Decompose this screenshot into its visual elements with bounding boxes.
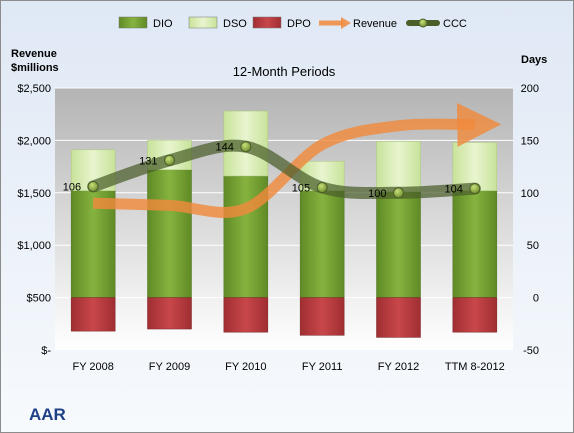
right-tick-label: -50	[523, 345, 539, 357]
bar-dpo	[376, 297, 421, 338]
right-tick-label: 200	[521, 83, 539, 95]
right-tick-label: 50	[527, 240, 539, 252]
left-tick-label: $2,000	[17, 135, 51, 147]
revenue-arrow	[93, 102, 502, 218]
x-category-label: FY 2009	[149, 361, 190, 373]
legend-label-dpo: DPO	[287, 18, 311, 30]
left-axis-label-line2: $millions	[11, 62, 59, 74]
right-tick-label: 100	[521, 188, 539, 200]
ccc-data-label: 106	[63, 182, 81, 194]
bar-dpo	[147, 297, 192, 330]
left-tick-label: $2,500	[17, 83, 51, 95]
ccc-line	[87, 139, 481, 200]
gridlines	[55, 87, 513, 299]
legend-swatch-dso	[188, 16, 218, 29]
bar-dio	[299, 190, 345, 298]
bar-dio	[452, 190, 498, 298]
legend-marker-ccc	[418, 18, 428, 28]
x-category-label: FY 2010	[225, 361, 266, 373]
ccc-data-label: 100	[368, 188, 386, 200]
ccc-data-label: 131	[139, 155, 157, 167]
x-category-label: FY 2008	[72, 361, 113, 373]
legend-arrowhead-revenue	[341, 17, 351, 29]
ccc-point	[469, 183, 481, 195]
x-axis-categories: FY 2008 FY 2009 FY 2010 FY 2011 FY 2012 TTM 8…	[72, 361, 504, 373]
ccc-point	[164, 154, 175, 166]
legend-label-ccc: CCC	[443, 18, 467, 30]
left-tick-label: $1,000	[17, 240, 51, 252]
legend-swatch-dpo	[252, 16, 282, 29]
bar-dpo	[223, 297, 269, 333]
ccc-point	[87, 181, 99, 193]
left-axis-label-line1: Revenue	[11, 48, 57, 60]
legend: DIO DSO DPO Revenue CCC	[118, 16, 467, 30]
bar-dio	[147, 169, 192, 298]
ccc-data-label: 104	[444, 184, 462, 196]
left-tick-label: $500	[27, 293, 51, 305]
right-tick-label: 0	[533, 293, 539, 305]
left-tick-label: $-	[41, 345, 51, 357]
ccc-point	[393, 187, 404, 199]
left-axis-ticks: $- $500 $1,000 $1,500 $2,000 $2,500	[17, 83, 51, 357]
x-category-label: FY 2011	[302, 361, 343, 373]
ccc-point	[240, 141, 252, 153]
x-category-label: TTM 8-2012	[445, 361, 505, 373]
bar-dio	[376, 191, 421, 298]
bar-dpo	[452, 297, 498, 333]
ccc-point	[316, 182, 328, 194]
bar-dso	[376, 141, 421, 193]
bar-dpo	[299, 297, 345, 336]
legend-label-revenue: Revenue	[353, 18, 397, 30]
revenue-series	[93, 102, 502, 218]
right-tick-label: 150	[521, 135, 539, 147]
ccc-series: 106 131 144 105 100 104	[63, 139, 481, 200]
chart-title: 12-Month Periods	[233, 64, 336, 79]
legend-label-dso: DSO	[223, 18, 247, 30]
plot-area	[55, 88, 513, 350]
ccc-data-label: 144	[215, 142, 233, 154]
ccc-data-label: 105	[292, 183, 310, 195]
legend-swatch-dio	[118, 16, 148, 29]
right-axis-ticks: -50 0 50 100 150 200	[521, 83, 539, 357]
legend-label-dio: DIO	[153, 18, 173, 30]
x-category-label: FY 2012	[378, 361, 419, 373]
company-name: AAR	[29, 405, 66, 424]
right-axis-label: Days	[521, 54, 547, 66]
left-tick-label: $1,500	[17, 188, 51, 200]
bar-dpo	[70, 297, 116, 332]
